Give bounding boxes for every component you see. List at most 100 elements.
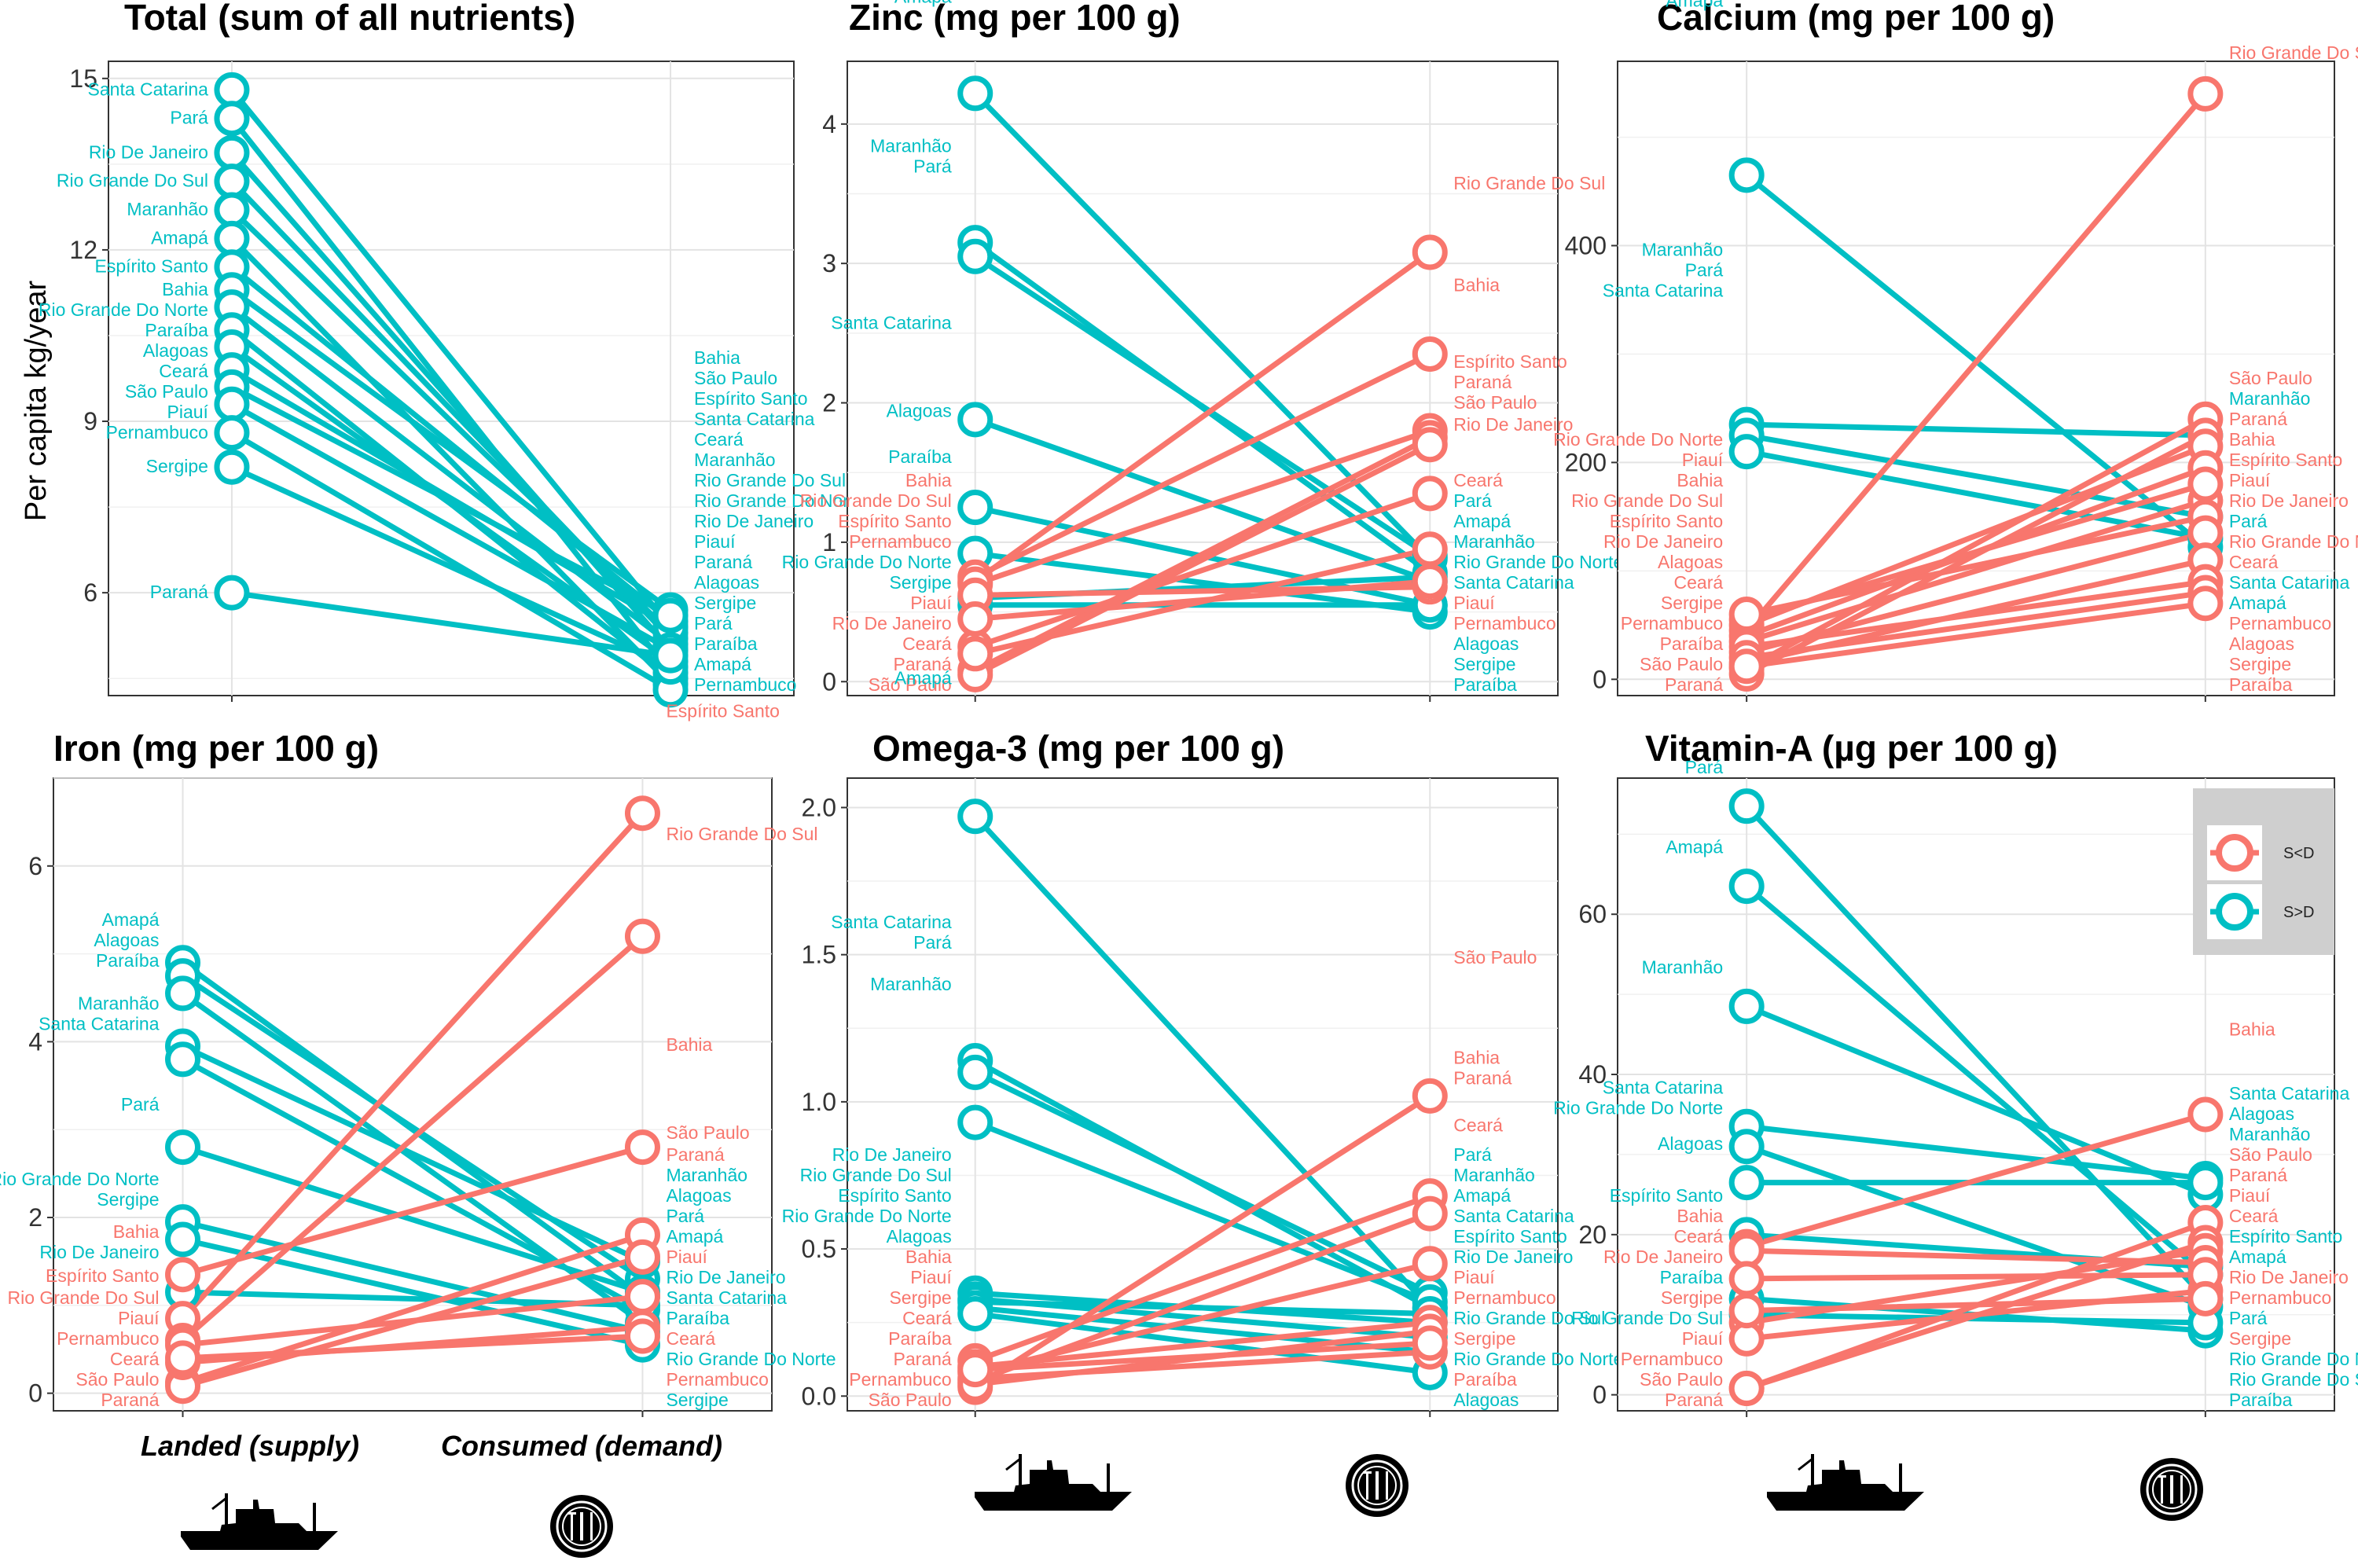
data-point	[1728, 597, 1765, 633]
data-point	[624, 795, 660, 832]
point-label: Pará	[170, 108, 208, 128]
point-label: Sergipe	[2229, 1328, 2291, 1349]
point-label: Ceará	[2229, 1206, 2279, 1226]
series-line	[180, 1144, 645, 1295]
plate-cutlery-icon	[1344, 1452, 1410, 1518]
y-tick-label: 2	[822, 389, 836, 417]
panel-title: Calcium (mg per 100 g)	[1657, 0, 2055, 38]
series-line	[1743, 883, 2209, 1278]
data-point	[214, 163, 250, 200]
point-label: Bahia	[694, 347, 740, 368]
point-label: Santa Catarina	[1603, 1077, 1724, 1097]
point-label: Alagoas	[1453, 633, 1519, 654]
point-label: Santa Catarina	[1603, 281, 1724, 301]
point-label: Rio Grande Do Norte	[1453, 552, 1623, 572]
point-label: Espírito Santo	[1610, 1185, 1723, 1206]
data-point	[214, 134, 250, 171]
point-label: Alagoas	[2229, 633, 2294, 654]
series-line	[1743, 432, 2209, 520]
point-label: Espírito Santo	[2229, 1226, 2342, 1247]
data-point	[165, 1221, 201, 1258]
point-label: Rio Grande Do Sul	[800, 490, 952, 511]
point-label: Sergipe	[666, 1390, 728, 1410]
data-point	[165, 975, 201, 1012]
point-label: Alagoas	[143, 340, 208, 361]
point-label: Rio Grande Do Norte	[1453, 1349, 1623, 1369]
plot-panel	[108, 61, 795, 696]
point-label: Santa Catarina	[2229, 1083, 2350, 1103]
point-label: Rio De Janeiro	[89, 141, 208, 162]
point-label: São Paulo	[666, 1122, 749, 1143]
point-label: Espírito Santo	[94, 256, 208, 277]
y-tick-label: 4	[28, 1027, 42, 1056]
data-point	[1728, 1165, 1765, 1201]
y-tick-label: 3	[822, 249, 836, 277]
point-label: Rio Grande Do Norte	[39, 299, 208, 320]
point-label: Ceará	[159, 361, 208, 381]
data-point	[1728, 1261, 1765, 1297]
point-label: Sergipe	[889, 1287, 951, 1308]
series-line	[229, 287, 674, 613]
legend-label-sd-greater: S>D	[2283, 904, 2314, 921]
panel-title: Vitamin-A (µg per 100 g)	[1645, 728, 2058, 769]
point-label: Alagoas	[1453, 1390, 1519, 1410]
data-point	[957, 1054, 994, 1090]
point-label: Maranhão	[694, 450, 776, 470]
point-label: Paraná	[694, 552, 752, 572]
point-label: Santa Catarina	[2229, 572, 2350, 593]
legend-key-circle	[2216, 893, 2253, 931]
series-line	[1743, 578, 2209, 650]
point-label: Paraíba	[888, 446, 952, 467]
point-label: Rio Grande Do Norte	[1553, 1097, 1723, 1118]
point-label: Sergipe	[1661, 593, 1723, 613]
point-label: Paraná	[1453, 372, 1511, 392]
series-line	[180, 1144, 645, 1278]
point-label: Ceará	[1674, 1226, 1724, 1247]
point-label: Sergipe	[1453, 654, 1515, 674]
y-tick-label: 60	[1578, 900, 1607, 928]
point-label: Ceará	[1453, 470, 1503, 490]
point-label: Santa Catarina	[666, 1287, 787, 1308]
point-label: Espírito Santo	[2229, 450, 2342, 470]
point-label: Santa Catarina	[831, 313, 952, 333]
series-line	[180, 1043, 645, 1265]
point-label: Rio De Janeiro	[694, 511, 814, 531]
y-tick-label: 6	[83, 578, 97, 607]
panel-title: Zinc (mg per 100 g)	[849, 0, 1181, 38]
data-point	[652, 597, 689, 633]
point-label: Bahia	[162, 279, 208, 299]
data-point	[624, 1318, 660, 1354]
point-label: Rio De Janeiro	[832, 1144, 952, 1165]
point-label: Sergipe	[97, 1189, 159, 1210]
point-label: Piauí	[118, 1308, 160, 1328]
legend-label-sd-less: S<D	[2283, 845, 2314, 862]
y-tick-label: 0	[1592, 665, 1607, 693]
y-tick-label: 0.5	[802, 1235, 836, 1263]
point-label: Maranhão	[2229, 388, 2311, 409]
series-line	[1743, 1295, 2209, 1314]
series-line	[972, 428, 1433, 587]
data-point	[2187, 1096, 2224, 1133]
point-label: Amapá	[102, 909, 160, 930]
point-label: Paraíba	[1453, 674, 1517, 695]
point-label: Rio Grande Do Norte	[782, 552, 952, 572]
point-label: Pernambuco	[666, 1369, 768, 1390]
point-label: Piauí	[1453, 593, 1495, 613]
point-label: São Paulo	[1453, 392, 1537, 413]
point-label: São Paulo	[1640, 1369, 1723, 1390]
point-label: Piauí	[2229, 470, 2271, 490]
point-label: Paraíba	[2229, 674, 2293, 695]
data-point	[2187, 1165, 2224, 1201]
series-line	[229, 464, 674, 670]
data-point	[2187, 466, 2224, 502]
series-line	[229, 589, 674, 659]
point-label: Piauí	[167, 402, 209, 422]
data-point	[1728, 788, 1765, 824]
point-label: Bahia	[905, 1247, 952, 1267]
data-point	[957, 799, 994, 835]
data-point	[214, 220, 250, 256]
point-label: Paraíba	[1453, 1369, 1517, 1390]
point-label: Pernambuco	[849, 531, 951, 552]
point-label: Alagoas	[666, 1185, 731, 1206]
